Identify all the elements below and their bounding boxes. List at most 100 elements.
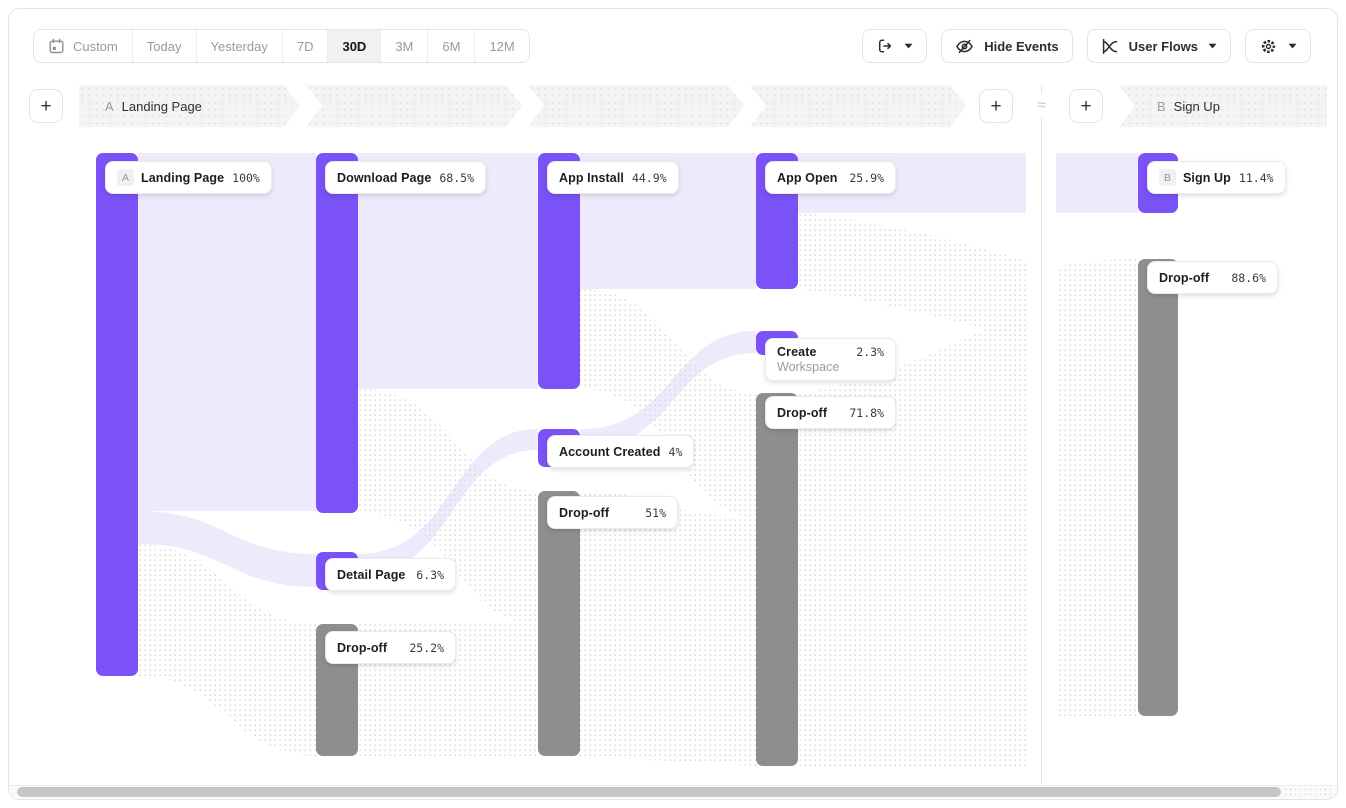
step-a-band[interactable]: A Landing Page: [79, 85, 966, 127]
account-name: Account Created: [559, 444, 661, 459]
label-app-open[interactable]: App Open 25.9%: [765, 161, 896, 194]
appopen-pct: 25.9%: [849, 170, 884, 185]
export-icon: [879, 39, 892, 53]
label-dropoff-step3[interactable]: Drop-off 51%: [547, 496, 678, 529]
detail-pct: 6.3%: [416, 567, 444, 582]
label-app-install[interactable]: App Install 44.9%: [547, 161, 679, 194]
flow-landing-dropoff2: [138, 544, 318, 756]
date-range-30d-label: 30D: [342, 38, 367, 54]
dropoff4-pct: 71.8%: [849, 405, 884, 420]
bar-dropoff-step4[interactable]: [756, 393, 798, 766]
dropoff4-name: Drop-off: [777, 405, 828, 420]
create-name-line1: Create: [777, 345, 817, 359]
add-step-end-a-button[interactable]: +: [979, 89, 1013, 123]
label-landing-page[interactable]: A Landing Page 100%: [105, 161, 272, 194]
step-b-badge: B: [1159, 169, 1176, 186]
label-dropoff-b[interactable]: Drop-off 88.6%: [1147, 261, 1278, 294]
label-dropoff-step4[interactable]: Drop-off 71.8%: [765, 396, 896, 429]
step-a-segment-2[interactable]: [306, 85, 522, 127]
add-step-before-b-button[interactable]: +: [1069, 89, 1103, 123]
bar-landing-page[interactable]: [96, 153, 138, 676]
step-a-segment-3[interactable]: [528, 85, 744, 127]
date-range-3m-label: 3M: [395, 38, 414, 54]
gear-icon: [1261, 39, 1276, 53]
signup-name: Sign Up: [1183, 170, 1231, 185]
flow-landing-detail: [138, 511, 316, 587]
chevron-down-icon: [1208, 43, 1217, 49]
flow-dropoff3-dropoff4: [580, 491, 756, 766]
dropoff2-pct: 25.2%: [409, 640, 444, 655]
detail-name: Detail Page: [337, 567, 406, 582]
label-dropoff-step2[interactable]: Drop-off 25.2%: [325, 631, 456, 664]
date-range-6m-label: 6M: [442, 38, 461, 54]
label-detail-page[interactable]: Detail Page 6.3%: [325, 558, 456, 591]
step-a-segment-4[interactable]: [750, 85, 966, 127]
dropoffB-pct: 88.6%: [1231, 270, 1266, 285]
step-b-letter: B: [1157, 98, 1166, 114]
date-range-30d[interactable]: 30D: [327, 30, 381, 62]
label-landing-left: A Landing Page: [117, 169, 224, 186]
flow-download-appinstall: [358, 153, 538, 389]
dropoff3-name: Drop-off: [559, 505, 610, 520]
bar-dropoff-step3[interactable]: [538, 491, 580, 756]
date-range-12m[interactable]: 12M: [474, 30, 528, 62]
bar-dropoff-b[interactable]: [1138, 259, 1178, 716]
label-sign-up[interactable]: B Sign Up 11.4%: [1147, 161, 1286, 194]
appopen-name: App Open: [777, 170, 838, 185]
signup-pct: 11.4%: [1238, 170, 1274, 185]
hide-events-label: Hide Events: [984, 38, 1059, 54]
eye-off-icon: [956, 39, 973, 53]
bar-download-page[interactable]: [316, 153, 358, 513]
chevron-down-icon: [1288, 43, 1297, 49]
date-range-3m[interactable]: 3M: [380, 30, 427, 62]
step-a-segment-1[interactable]: A Landing Page: [79, 85, 300, 127]
export-button[interactable]: [862, 29, 928, 63]
flow-appinstall-dropoff4: [580, 289, 756, 517]
date-range-yesterday[interactable]: Yesterday: [195, 30, 282, 62]
view-selector-label: User Flows: [1128, 38, 1198, 54]
dropoffB-name: Drop-off: [1159, 270, 1210, 285]
hide-events-button[interactable]: Hide Events: [941, 29, 1073, 63]
view-selector-button[interactable]: User Flows: [1086, 29, 1231, 63]
download-name: Download Page: [337, 170, 432, 185]
step-a-badge: A: [117, 169, 134, 186]
date-range-12m-label: 12M: [489, 38, 515, 54]
create-pct: 2.3%: [856, 345, 884, 359]
date-range-custom-label: Custom: [73, 38, 118, 54]
label-account-created[interactable]: Account Created 4%: [547, 435, 695, 468]
create-row1: Create 2.3%: [777, 345, 884, 359]
approx-symbol: ≈: [1030, 94, 1053, 118]
date-range-control: Custom Today Yesterday 7D 30D 3M 6M 12M: [33, 29, 530, 63]
flow-landing-download: [138, 153, 316, 511]
flow-dropoffB-in: [1056, 259, 1138, 716]
horizontal-scrollbar-thumb[interactable]: [17, 787, 1281, 797]
date-range-today[interactable]: Today: [131, 30, 196, 62]
label-download-page[interactable]: Download Page 68.5%: [325, 161, 486, 194]
step-b-band[interactable]: B Sign Up: [1119, 85, 1327, 127]
flow-signup-in: [1056, 153, 1138, 213]
scrollbar-track-texture: [1283, 787, 1331, 797]
toolbar-right-group: Hide Events User Flows: [862, 29, 1311, 63]
appinstall-name: App Install: [559, 170, 624, 185]
step-b-title: Sign Up: [1173, 98, 1220, 114]
account-pct: 4%: [668, 444, 683, 459]
date-range-7d[interactable]: 7D: [281, 30, 328, 62]
settings-button[interactable]: [1245, 29, 1311, 63]
flow-download-dropoff3: [358, 389, 538, 624]
date-range-custom[interactable]: Custom: [34, 30, 132, 62]
date-range-today-label: Today: [146, 38, 182, 54]
dropoff2-name: Drop-off: [337, 640, 388, 655]
landing-pct: 100%: [232, 170, 260, 185]
step-a-title: Landing Page: [121, 98, 202, 114]
add-step-before-button[interactable]: +: [29, 89, 63, 123]
dropoff3-pct: 51%: [645, 505, 666, 520]
label-create-workspace[interactable]: Create 2.3% Workspace: [765, 338, 896, 381]
date-range-6m[interactable]: 6M: [427, 30, 474, 62]
landing-name: Landing Page: [141, 170, 225, 185]
step-a-letter: A: [105, 98, 114, 114]
download-pct: 68.5%: [439, 170, 474, 185]
date-range-yesterday-label: Yesterday: [210, 38, 268, 54]
user-flows-icon: [1102, 38, 1117, 54]
calendar-icon: [49, 38, 64, 53]
label-signup-left: B Sign Up: [1159, 169, 1231, 186]
